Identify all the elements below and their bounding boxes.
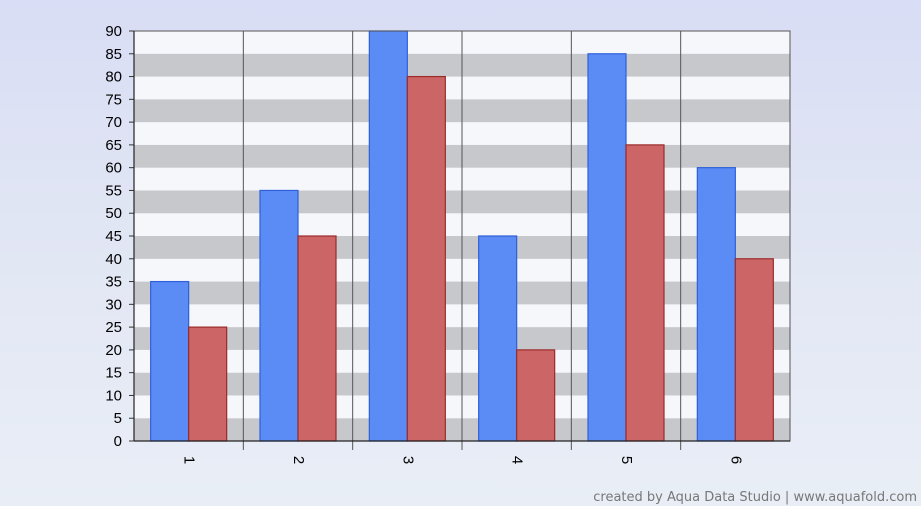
y-tick-label: 70 <box>105 114 122 131</box>
x-axis-tick-labels: 1 2 3 4 5 6 <box>181 456 745 464</box>
y-tick-label: 65 <box>105 137 122 154</box>
axes <box>129 30 791 442</box>
bar-series-2 <box>625 144 665 442</box>
x-tick-label: 4 <box>509 456 526 464</box>
bar-series-1 <box>259 189 299 442</box>
bar-series-2 <box>406 75 446 442</box>
y-tick-label: 35 <box>105 274 122 291</box>
y-tick-label: 45 <box>105 228 122 245</box>
vertical-gridlines <box>242 31 682 450</box>
y-tick-label: 20 <box>105 342 122 359</box>
y-tick-label: 15 <box>105 365 122 382</box>
bar-series-1 <box>478 235 518 442</box>
bar-series-2 <box>516 349 556 442</box>
y-tick-label: 30 <box>105 296 122 313</box>
bar-series-2 <box>188 326 228 442</box>
y-tick-label: 55 <box>105 182 122 199</box>
y-tick-label: 60 <box>105 160 122 177</box>
y-tick-label: 50 <box>105 205 122 222</box>
y-tick-label: 90 <box>105 23 122 40</box>
x-tick-label: 1 <box>181 456 198 464</box>
bars <box>150 30 774 442</box>
y-tick-label: 0 <box>114 433 122 450</box>
y-tick-label: 10 <box>105 387 122 404</box>
bar-series-2 <box>734 258 774 442</box>
y-tick-label: 5 <box>114 410 122 427</box>
y-tick-label: 25 <box>105 319 122 336</box>
bar-series-1 <box>150 280 190 442</box>
footer-credit: created by Aqua Data Studio | www.aquafo… <box>593 490 917 505</box>
bar-series-1 <box>696 167 736 442</box>
y-tick-label: 40 <box>105 251 122 268</box>
y-tick-label: 75 <box>105 91 122 108</box>
x-tick-label: 2 <box>290 456 307 464</box>
bar-series-1 <box>587 53 627 442</box>
x-tick-label: 5 <box>618 456 635 464</box>
x-tick-label: 3 <box>399 456 416 464</box>
y-tick-label: 85 <box>105 46 122 63</box>
bar-series-1 <box>368 30 408 442</box>
y-axis-tick-labels: 0 5 10 15 20 25 30 35 40 45 50 55 60 65 70 75 80 85 90 <box>105 23 122 450</box>
x-tick-label: 6 <box>727 456 744 464</box>
bar-series-2 <box>297 235 337 442</box>
y-tick-label: 80 <box>105 69 122 86</box>
